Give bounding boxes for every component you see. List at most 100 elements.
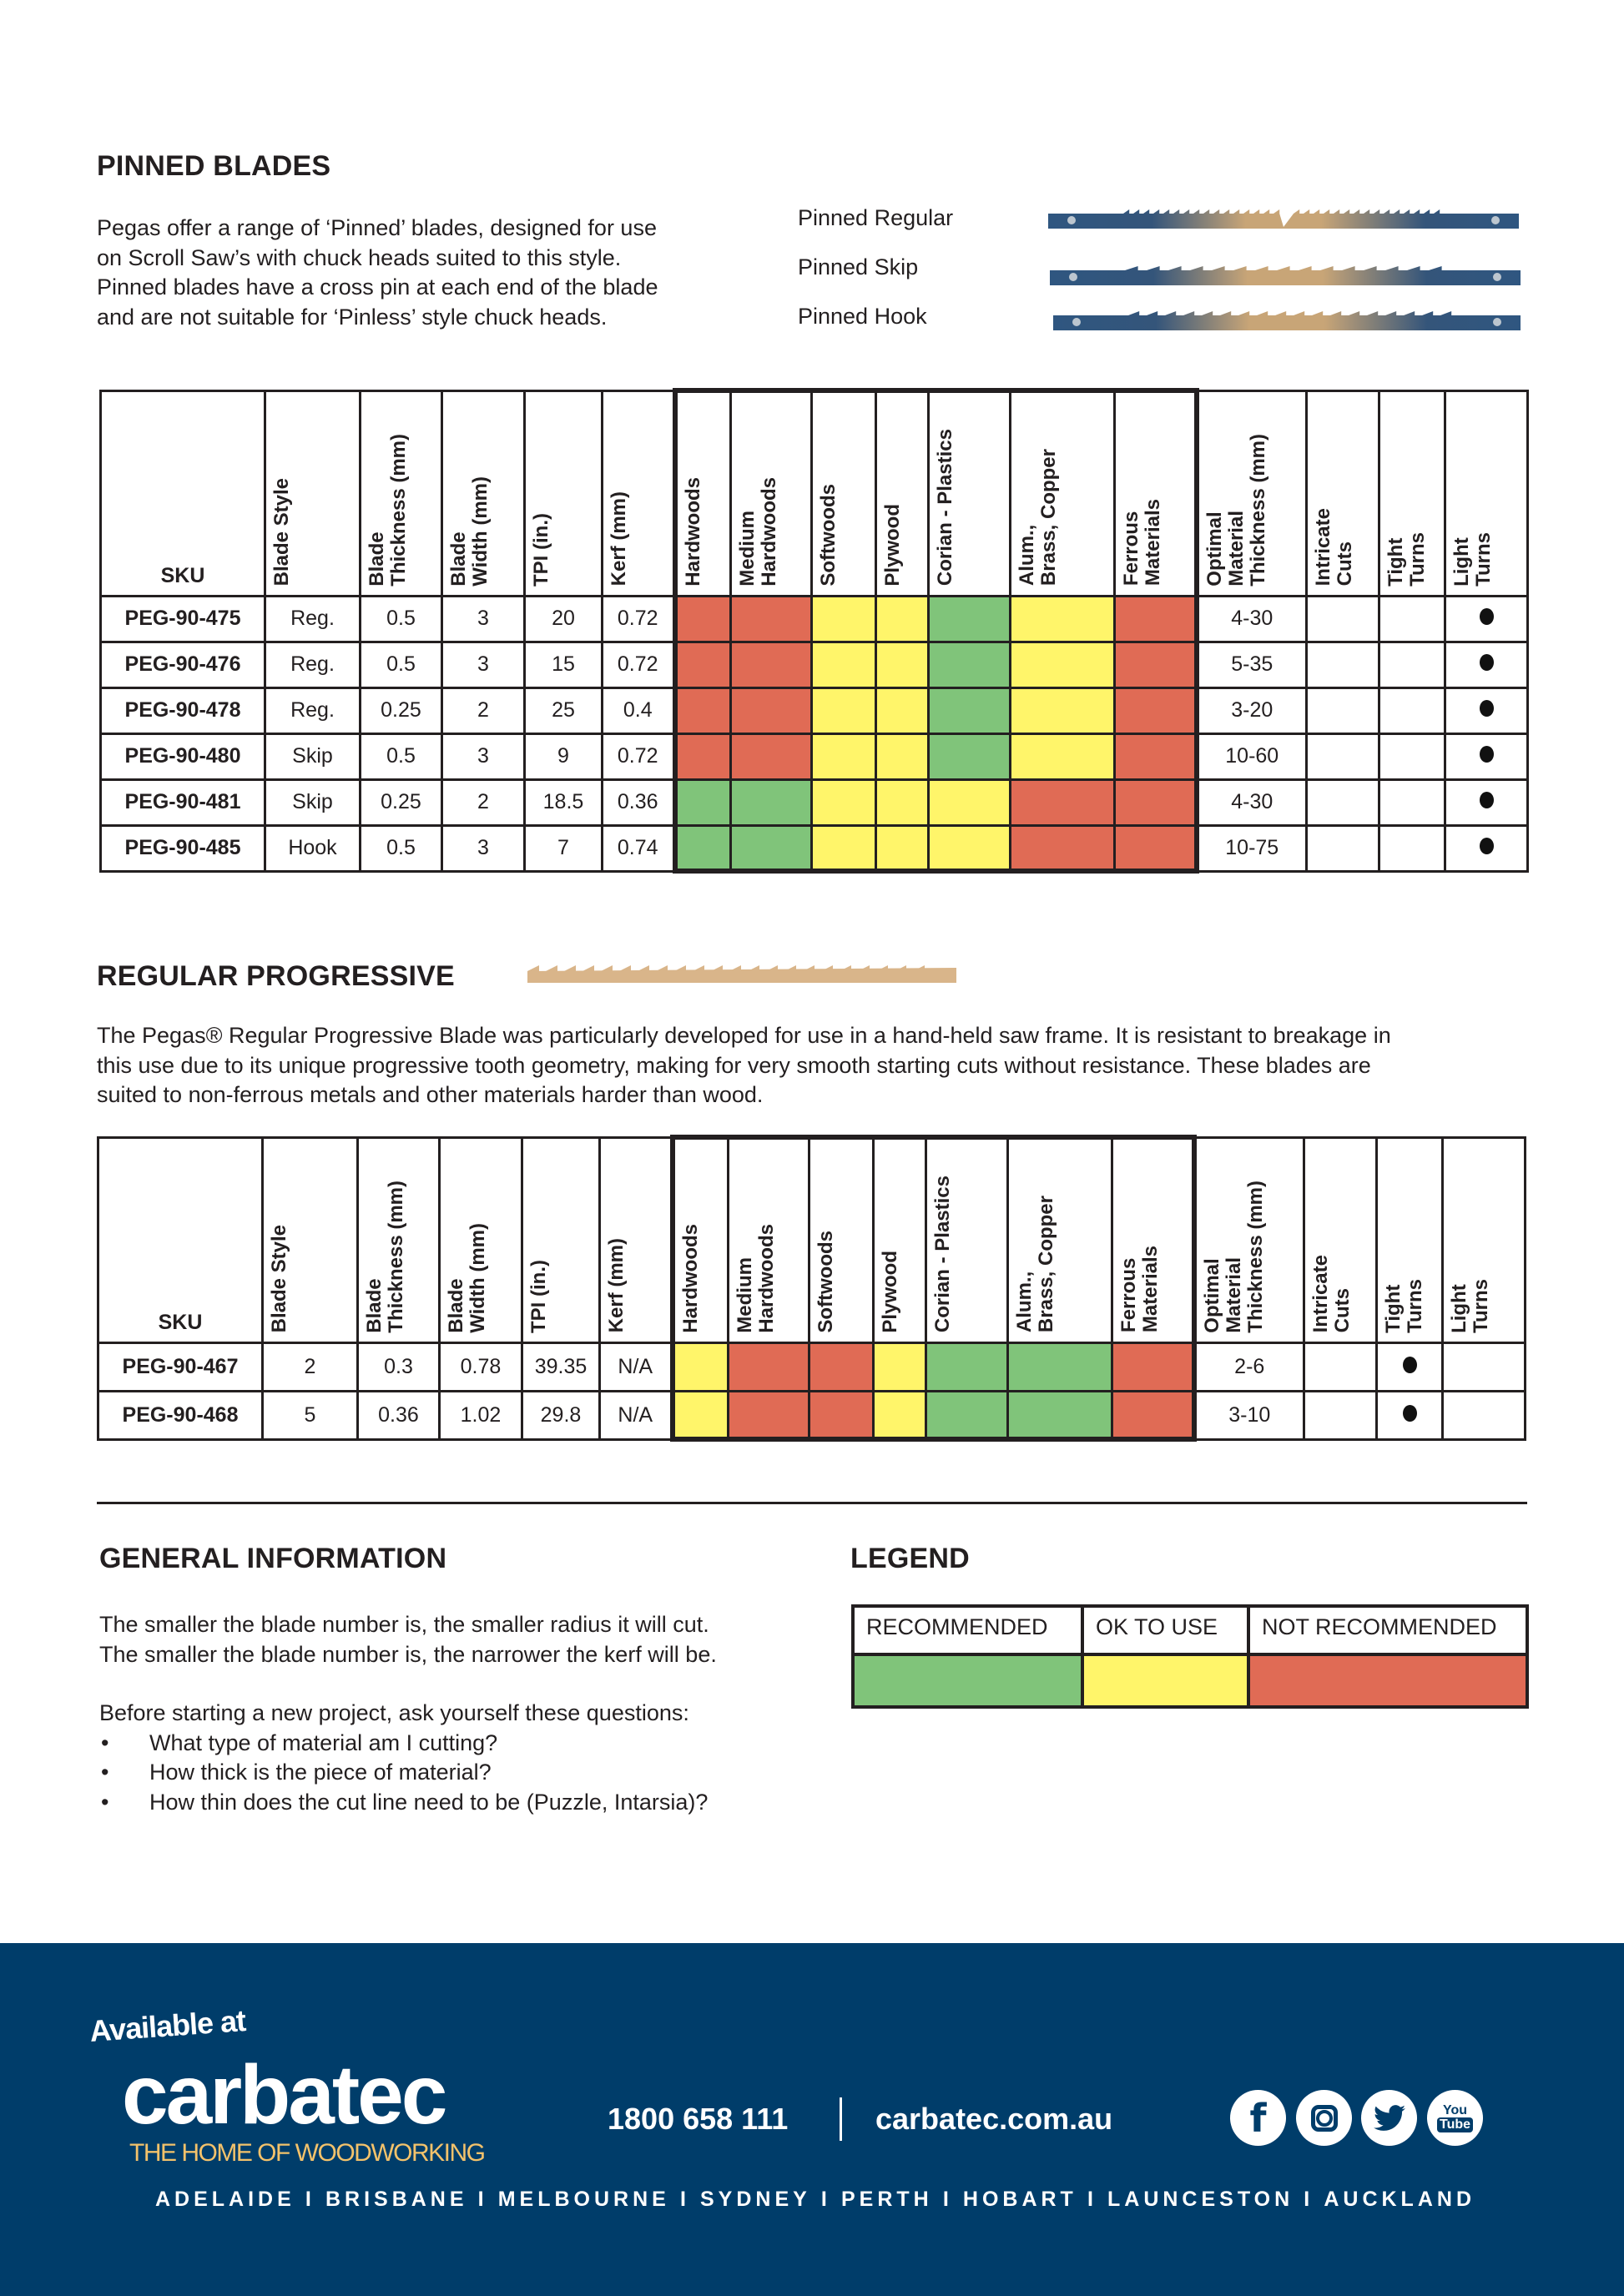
column-header-label: Kerf (mm) [608,491,630,587]
pinned-regular-label: Pinned Regular [798,205,954,230]
column-header-label: Plywood [881,503,904,587]
question-text: How thin does the cut line need to be (P… [149,1789,709,1815]
column-header-label: Corian - Plastics [934,429,956,587]
column-header-label: Blade Style [268,1225,290,1333]
rating-cell-O [872,1341,927,1392]
text-line: on Scroll Saw’s with chuck heads suited … [97,244,622,270]
question-text: What type of material am I cutting? [149,1730,498,1755]
rating-cell-N [1009,823,1116,874]
pinned-description: Pegas offer a range of ‘Pinned’ blades, … [97,214,658,332]
tight-cell [1378,823,1446,873]
style-cell: 2 [261,1341,359,1392]
pinned-hook-blade-image [1053,311,1521,330]
column-header-label: Hardwoods [678,1223,702,1333]
table-row: PEG-90-481 Skip 0.25 2 18.5 0.36 4-30 [99,778,1529,827]
rating-cell-N [729,640,813,689]
optimal-thickness-cell: 4-30 [1195,594,1308,643]
thickness-cell: 0.5 [359,823,443,873]
text-line: Pegas offer a range of ‘Pinned’ blades, … [97,215,657,240]
city-name: MELBOURNE [497,2188,670,2211]
logo-tagline: THE HOME OF WOODWORKING [129,2139,486,2167]
column-header-label: Hardwoods [681,476,704,587]
column-header-label: Blade Width (mm) [445,1222,489,1333]
style-cell: Reg. [264,640,361,689]
table-row: PEG-90-475 Reg. 0.5 3 20 0.72 4-30 [99,594,1529,643]
footer: Available at carbatec THE HOME OF WOODWO… [0,1943,1624,2296]
column-header: Blade Style [261,1135,359,1344]
thickness-cell: 0.25 [359,778,443,827]
width-cell: 2 [441,686,526,735]
rating-cell-R [729,778,813,827]
rating-cell-N [672,640,732,689]
rating-cell-N [672,686,732,735]
tight-cell [1378,686,1446,735]
rating-cell-R [672,823,732,874]
optimal-thickness-cell: 2-6 [1193,1341,1305,1392]
text-line: suited to non-ferrous metals and other m… [97,1082,764,1107]
intricate-cell [1303,1341,1378,1392]
table-row: PEG-90-480 Skip 0.5 3 9 0.72 10-60 [99,732,1529,781]
column-header: TPI (in.) [523,389,603,597]
city-separator: I [1304,2188,1314,2211]
kerf-cell: N/A [598,1389,673,1441]
tpi-cell: 39.35 [521,1341,601,1392]
sku-cell: PEG-90-480 [99,732,266,781]
bullet: • [101,1760,109,1785]
column-header-label: Softwoods [817,483,840,587]
light-cell [1444,823,1529,873]
rating-cell-R [1006,1389,1113,1442]
column-header-label: Kerf (mm) [605,1238,628,1333]
youtube-icon[interactable]: You Tube [1427,2090,1483,2146]
progressive-description: The Pegas® Regular Progressive Blade was… [97,1021,1391,1110]
rating-cell-R [729,823,813,874]
rating-cell-O [875,594,930,643]
tight-cell [1375,1341,1444,1392]
rating-cell-O [875,686,930,735]
intricate-cell [1305,594,1380,643]
pinned-blades-title: PINNED BLADES [97,150,331,182]
rating-cell-N [729,594,813,643]
city-separator: I [942,2188,953,2211]
column-header: Blade Thickness (mm) [359,389,443,597]
tpi-cell: 15 [523,640,603,689]
instagram-icon[interactable] [1296,2090,1352,2146]
rating-cell-O [1009,732,1116,781]
width-cell: 3 [441,823,526,873]
column-header: Optimal Material Thickness (mm) [1193,1135,1305,1344]
phone-number[interactable]: 1800 658 111 [608,2102,789,2136]
column-header: Corian - Plastics [925,1135,1009,1344]
optimal-thickness-cell: 4-30 [1195,778,1308,827]
question-text: How thick is the piece of material? [149,1760,492,1785]
website-link[interactable]: carbatec.com.au [875,2102,1113,2136]
width-cell: 1.02 [438,1389,523,1441]
column-header-label: Intricate Cuts [1309,1255,1354,1333]
twitter-icon[interactable] [1361,2090,1417,2146]
text-line: Pinned blades have a cross pin at each e… [97,274,658,300]
thickness-cell: 0.3 [356,1341,441,1392]
text-line: The Pegas® Regular Progressive Blade was… [97,1023,1391,1048]
kerf-cell: 0.72 [601,594,676,643]
rating-cell-N [1009,778,1116,827]
column-header-label: TPI (in.) [527,1259,550,1333]
pinned-skip-label: Pinned Skip [798,254,919,279]
rating-cell-O [1009,686,1116,735]
column-header: Plywood [872,1135,927,1344]
facebook-icon[interactable]: f [1230,2090,1286,2146]
rating-cell-N [1113,823,1199,874]
width-cell: 3 [441,732,526,781]
width-cell: 3 [441,640,526,689]
rating-cell-N [1111,1389,1197,1442]
rating-cell-N [672,732,732,781]
city-separator: I [1087,2188,1097,2211]
optimal-thickness-cell: 10-75 [1195,823,1308,873]
column-header: Softwoods [810,388,877,597]
rating-cell-N [727,1389,810,1442]
style-cell: Skip [264,732,361,781]
blade-pin [1493,273,1501,281]
column-header: Corian - Plastics [927,388,1011,597]
bullet-dot-icon [1402,1356,1417,1373]
intricate-cell [1305,732,1380,781]
rating-cell-R [925,1341,1009,1392]
rating-cell-N [1113,778,1199,827]
legend-swatch-ok [1084,1656,1250,1705]
